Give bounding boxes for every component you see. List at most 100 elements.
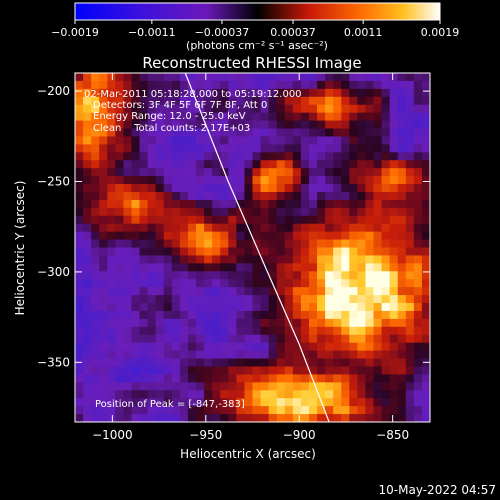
heatmap-cell bbox=[155, 112, 165, 122]
heatmap-cell bbox=[179, 239, 189, 249]
heatmap-cell bbox=[373, 88, 383, 98]
heatmap-cell bbox=[155, 287, 165, 296]
heatmap-cell bbox=[349, 366, 358, 376]
heatmap-cell bbox=[333, 342, 342, 352]
heatmap-cell bbox=[147, 303, 157, 312]
heatmap-cell bbox=[220, 334, 229, 344]
heatmap-cell bbox=[228, 374, 237, 383]
heatmap-cell bbox=[236, 390, 246, 399]
heatmap-cell bbox=[373, 191, 383, 201]
heatmap-cell bbox=[196, 303, 205, 312]
heatmap-cell bbox=[131, 73, 141, 82]
heatmap-cell bbox=[196, 112, 205, 122]
heatmap-cell bbox=[308, 318, 318, 328]
heatmap-cell bbox=[179, 215, 189, 225]
heatmap-cell bbox=[373, 184, 383, 193]
heatmap-cell bbox=[268, 390, 278, 399]
heatmap-cell bbox=[373, 374, 383, 383]
heatmap-cell bbox=[300, 73, 310, 82]
heatmap-cell bbox=[308, 406, 318, 415]
heatmap-cell bbox=[171, 191, 181, 201]
heatmap-cell bbox=[252, 406, 262, 415]
heatmap-cell bbox=[131, 310, 141, 320]
heatmap-cell bbox=[365, 382, 375, 391]
heatmap-cell bbox=[292, 207, 302, 217]
heatmap-cell bbox=[83, 199, 92, 209]
heatmap-cell bbox=[421, 334, 430, 344]
heatmap-cell bbox=[349, 184, 358, 193]
heatmap-cell bbox=[155, 295, 165, 304]
heatmap-cell bbox=[83, 176, 92, 185]
heatmap-cell bbox=[397, 271, 407, 280]
heatmap-cell bbox=[196, 310, 205, 320]
heatmap-cell bbox=[317, 176, 326, 185]
heatmap-cell bbox=[397, 279, 407, 288]
heatmap-cell bbox=[107, 350, 116, 360]
heatmap-cell bbox=[341, 247, 350, 257]
colorbar-ticks: −0.0019 −0.0011 −0.00037 0.00037 0.0011 0.001… bbox=[51, 20, 459, 39]
heatmap-cell bbox=[212, 191, 221, 201]
heatmap-cell bbox=[244, 184, 254, 193]
heatmap-cell bbox=[220, 406, 229, 415]
heatmap-cell bbox=[260, 295, 270, 304]
heatmap-cell bbox=[83, 255, 92, 264]
heatmap-cell bbox=[107, 366, 116, 376]
heatmap-cell bbox=[421, 318, 430, 328]
heatmap-cell bbox=[317, 160, 326, 169]
heatmap-cell bbox=[123, 295, 133, 304]
heatmap-cell bbox=[325, 247, 334, 257]
heatmap-cell bbox=[236, 406, 246, 415]
heatmap-cell bbox=[196, 215, 205, 225]
heatmap-cell bbox=[308, 390, 318, 399]
heatmap-cell bbox=[139, 144, 149, 153]
heatmap-cell bbox=[83, 318, 92, 328]
heatmap-cell bbox=[163, 358, 173, 368]
heatmap-cell bbox=[212, 318, 221, 328]
heatmap-cell bbox=[317, 358, 326, 368]
heatmap-cell bbox=[212, 350, 221, 360]
heatmap-cell bbox=[131, 303, 141, 312]
heatmap-cell bbox=[405, 176, 415, 185]
heatmap-cell bbox=[421, 390, 430, 399]
heatmap-cell bbox=[179, 80, 189, 90]
heatmap-cell bbox=[357, 350, 367, 360]
heatmap-cell bbox=[373, 255, 383, 264]
heatmap-cell bbox=[212, 96, 221, 106]
heatmap-cell bbox=[131, 366, 141, 376]
heatmap-cell bbox=[292, 88, 302, 98]
heatmap-cell bbox=[292, 120, 302, 130]
heatmap-cell bbox=[381, 326, 391, 336]
heatmap-cell bbox=[405, 215, 415, 225]
heatmap-cell bbox=[228, 414, 237, 422]
heatmap-cell bbox=[284, 342, 294, 352]
heatmap-cell bbox=[147, 88, 157, 98]
heatmap-cell bbox=[341, 215, 350, 225]
heatmap-cell bbox=[236, 414, 246, 422]
heatmap-cell bbox=[284, 287, 294, 296]
heatmap-cell bbox=[300, 96, 310, 106]
heatmap-cell bbox=[260, 231, 270, 241]
heatmap-cell bbox=[357, 326, 367, 336]
heatmap-cell bbox=[212, 215, 221, 225]
heatmap-cell bbox=[341, 318, 350, 328]
heatmap-cell bbox=[107, 184, 116, 193]
heatmap-cell bbox=[260, 263, 270, 272]
heatmap-cell bbox=[349, 191, 358, 201]
heatmap-cell bbox=[163, 263, 173, 272]
heatmap-cell bbox=[236, 271, 246, 280]
heatmap-cell bbox=[155, 374, 165, 383]
heatmap-cell bbox=[260, 398, 270, 407]
heatmap-cell bbox=[284, 112, 294, 122]
heatmap-cell bbox=[260, 382, 270, 391]
heatmap-cell bbox=[179, 152, 189, 161]
heatmap-cell bbox=[107, 80, 116, 90]
heatmap-cell bbox=[300, 239, 310, 249]
heatmap-cell bbox=[325, 136, 334, 145]
heatmap-cell bbox=[268, 303, 278, 312]
heatmap-cell bbox=[381, 160, 391, 169]
heatmap-cell bbox=[171, 207, 181, 217]
heatmap-cell bbox=[373, 160, 383, 169]
heatmap-cell bbox=[75, 144, 84, 153]
heatmap-cell bbox=[308, 334, 318, 344]
heatmap-cell bbox=[75, 184, 84, 193]
